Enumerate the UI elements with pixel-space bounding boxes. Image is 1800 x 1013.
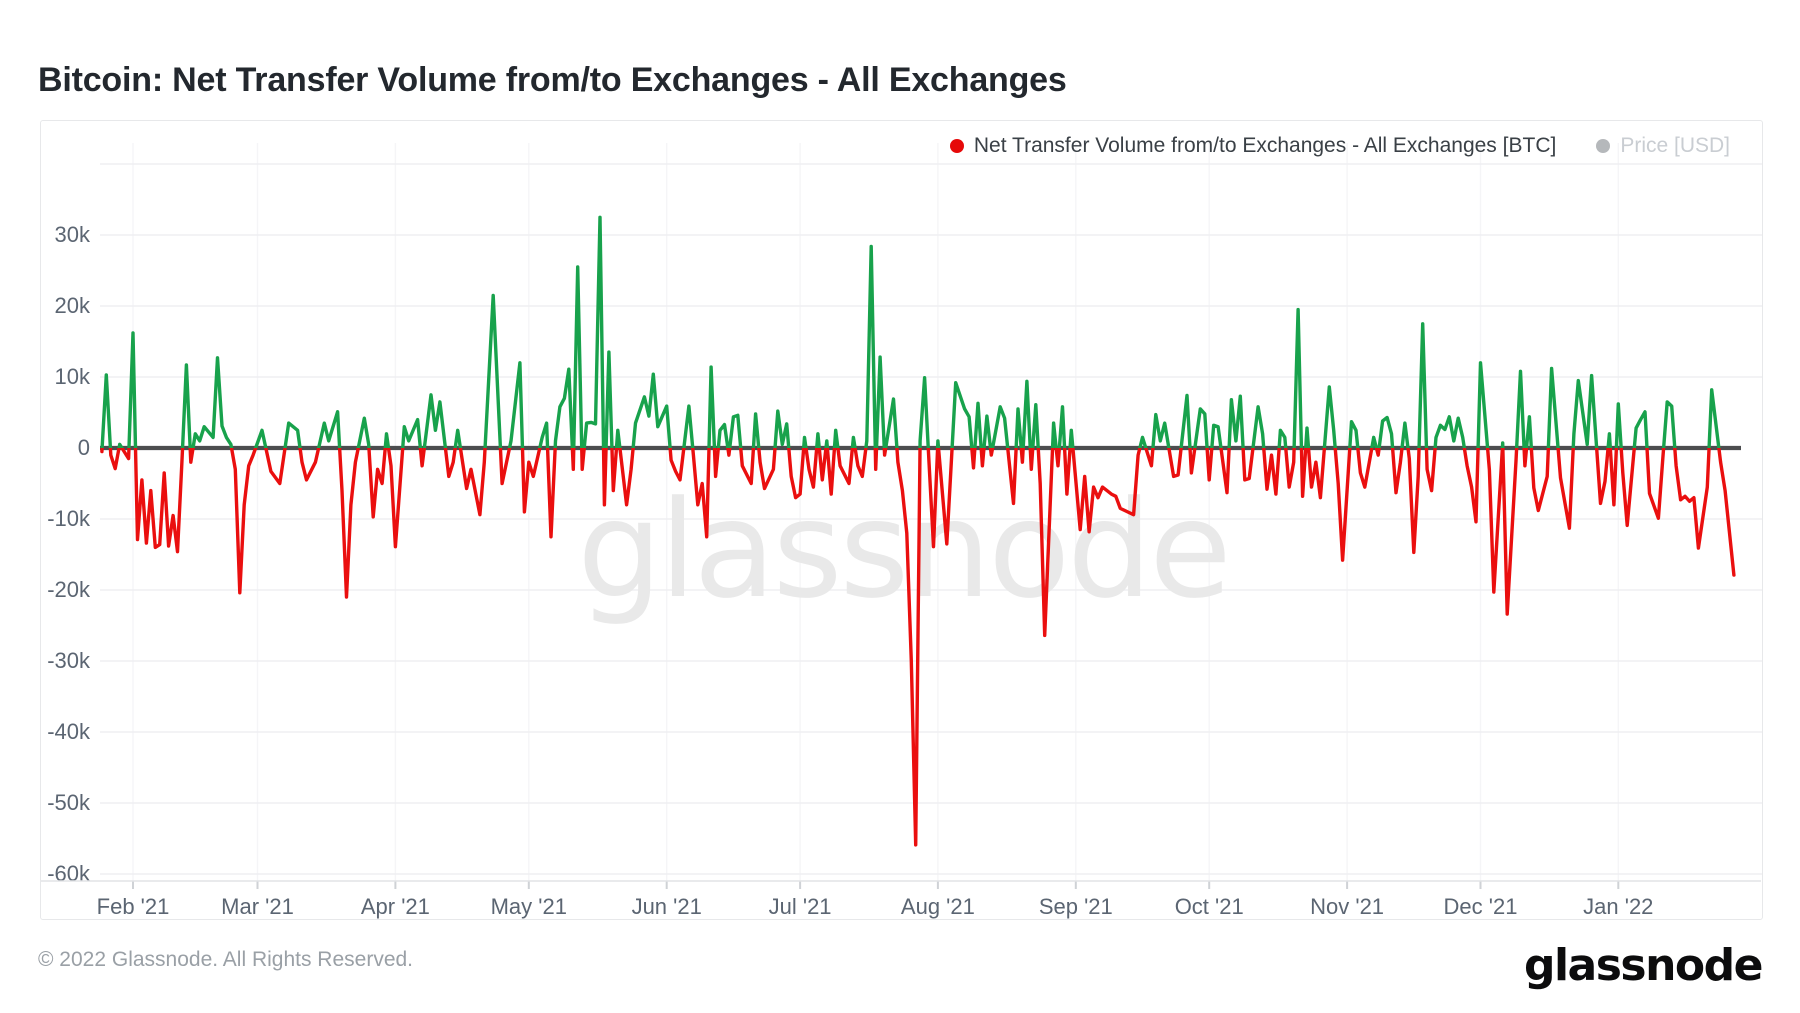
- legend-label: Net Transfer Volume from/to Exchanges - …: [973, 134, 1557, 157]
- x-axis-label: Aug '21: [901, 894, 975, 919]
- x-axis-label: Jul '21: [769, 894, 832, 919]
- y-axis-label: -60k: [47, 861, 91, 886]
- y-axis-label: -50k: [47, 790, 91, 815]
- glassnode-logo: glassnode: [1523, 940, 1764, 991]
- legend-item-net-transfer-volume[interactable]: Net Transfer Volume from/to Exchanges - …: [949, 134, 1557, 158]
- y-axis-label: -40k: [47, 719, 91, 744]
- x-axis-label: Mar '21: [221, 894, 294, 919]
- x-axis-label: May '21: [491, 894, 567, 919]
- x-axis-label: Jan '22: [1583, 894, 1653, 919]
- y-axis-label: 30k: [55, 222, 91, 247]
- x-axis-label: Dec '21: [1444, 894, 1518, 919]
- y-axis-label: -30k: [47, 648, 91, 673]
- y-axis-label: -20k: [47, 577, 91, 602]
- x-axis-label: Jun '21: [632, 894, 702, 919]
- series-line-negative: [100, 448, 1736, 847]
- y-axis-label: 0: [78, 435, 90, 460]
- legend-item-price[interactable]: Price [USD]: [1596, 134, 1730, 158]
- y-axis-label: -10k: [47, 506, 91, 531]
- y-axis-label: 20k: [55, 293, 91, 318]
- x-axis-label: Nov '21: [1310, 894, 1384, 919]
- series-dot-icon: [1596, 139, 1611, 153]
- x-axis-label: Oct '21: [1175, 894, 1244, 919]
- legend-label: Price [USD]: [1620, 134, 1730, 157]
- x-axis-label: Sep '21: [1039, 894, 1113, 919]
- series-line-positive: [100, 215, 1721, 448]
- x-axis-label: Feb '21: [97, 894, 170, 919]
- page-title: Bitcoin: Net Transfer Volume from/to Exc…: [38, 60, 1067, 99]
- chart-legend: Net Transfer Volume from/to Exchanges - …: [949, 134, 1730, 158]
- y-axis-label: 10k: [55, 364, 91, 389]
- series-dot-icon: [949, 139, 964, 153]
- footer-copyright: © 2022 Glassnode. All Rights Reserved.: [38, 948, 414, 971]
- x-axis-label: Apr '21: [361, 894, 430, 919]
